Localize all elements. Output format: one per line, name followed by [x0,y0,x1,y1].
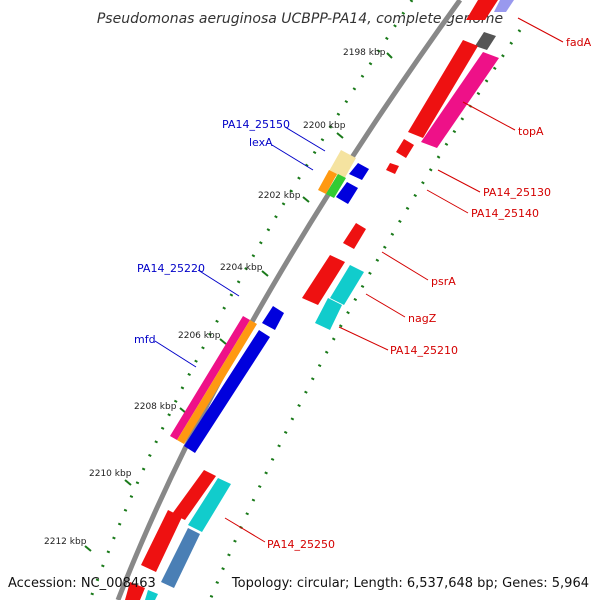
kbp-label: 2208 kbp [134,402,177,412]
topology-text: Topology: circular; Length: 6,537,648 bp… [231,576,589,591]
kbp-label: 2204 kbp [220,263,263,273]
kbp-label: 2210 kbp [89,469,132,479]
gene-feature-mfd[interactable] [170,316,250,440]
gene-feature-psrA[interactable] [343,223,366,249]
gene-feature-PA14_25210[interactable] [315,298,342,330]
genome-title: Pseudomonas aeruginosa UCBPP-PA14, compl… [97,11,503,27]
gene-feature[interactable] [494,0,514,12]
kbp-ticks [84,52,393,552]
gene-label-lexA[interactable]: lexA [249,136,273,149]
gene-label-PA14_25210[interactable]: PA14_25210 [390,344,458,357]
gene-label-PA14_25220[interactable]: PA14_25220 [137,262,205,275]
gene-feature[interactable] [184,330,270,453]
gene-feature[interactable] [386,163,399,174]
gene-feature[interactable] [145,590,158,600]
gene-feature[interactable] [349,163,369,180]
gene-feature[interactable] [466,0,498,20]
gene-features-left [170,150,369,453]
gene-label-mfd[interactable]: mfd [134,333,156,346]
gene-feature[interactable] [177,320,257,444]
gene-label-PA14_25130[interactable]: PA14_25130 [483,186,551,199]
gene-feature-lexA[interactable] [318,170,337,194]
gene-label-topA[interactable]: topA [518,125,544,138]
gene-label-PA14_25140[interactable]: PA14_25140 [471,207,539,220]
leader-lines-right [224,17,564,543]
gene-feature[interactable] [326,174,346,198]
kbp-label: 2200 kbp [303,121,346,131]
gene-features-right [125,0,514,600]
gene-feature-nagZ[interactable] [302,255,345,305]
gene-label-nagZ[interactable]: nagZ [408,312,437,325]
kbp-label: 2202 kbp [258,191,301,201]
outer-tick-track [88,0,414,600]
gene-feature[interactable] [396,139,414,158]
genome-backbone [115,0,463,600]
gene-feature[interactable] [141,510,182,572]
gene-feature-topA[interactable] [408,40,478,138]
leader-lines-left [154,126,326,368]
kbp-label: 2212 kbp [44,537,87,547]
gene-feature[interactable] [125,582,145,600]
gene-feature[interactable] [475,32,496,50]
kbp-label: 2206 kbp [178,331,221,341]
gene-label-PA14_25250[interactable]: PA14_25250 [267,538,335,551]
gene-feature-PA14_25220[interactable] [262,306,284,330]
gene-feature[interactable] [188,478,231,532]
gene-label-fadA[interactable]: fadA [566,36,592,49]
kbp-label: 2198 kbp [343,48,386,58]
gene-label-psrA[interactable]: psrA [431,275,456,288]
accession-text: Accession: NC_008463 [8,576,156,591]
gene-feature-PA14_25250[interactable] [172,470,216,520]
gene-feature[interactable] [330,265,364,305]
gene-feature[interactable] [336,182,358,204]
gene-label-PA14_25150[interactable]: PA14_25150 [222,118,290,131]
gene-feature[interactable] [161,528,200,588]
gene-feature[interactable] [421,52,499,148]
